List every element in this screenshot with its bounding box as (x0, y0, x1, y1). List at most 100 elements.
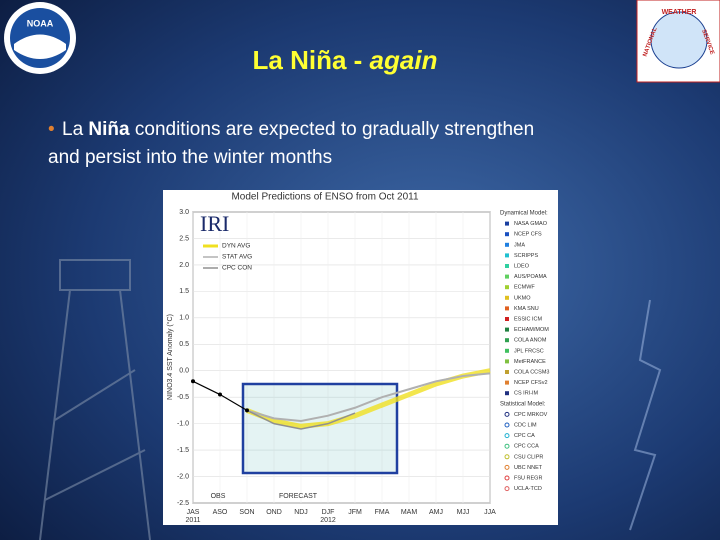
x-tick-label: JJA (484, 509, 496, 516)
legend-marker (505, 306, 509, 311)
tower (39, 259, 151, 541)
nws-logo: WEATHER NATIONAL SERVICE (636, 0, 720, 83)
bullet-line2: and persist into the winter months (48, 147, 332, 168)
legend-item: CSU CLIPR (514, 454, 543, 460)
legend-item: MetFRANCE (514, 359, 546, 365)
lightning (629, 299, 662, 531)
obs-point (245, 408, 249, 413)
x-tick-label: JAS (187, 509, 200, 516)
legend-marker (504, 411, 510, 417)
legend-label: STAT AVG (222, 254, 252, 261)
legend-item: CS IRI-IM (514, 391, 539, 397)
legend-label: DYN AVG (222, 243, 250, 250)
legend-item: CDC LIM (514, 422, 537, 428)
y-tick-label: -1.5 (177, 447, 189, 454)
legend-item: FSU REGR (514, 475, 542, 481)
legend-item: LDEO (514, 263, 530, 269)
legend-item: KMA SNU (514, 306, 539, 312)
bullet-bold: Niña (88, 119, 130, 140)
legend-item: ECMWF (514, 285, 535, 291)
legend-item: UCLA-TCD (514, 486, 542, 492)
legend-item: CPC CA (514, 433, 535, 439)
legend-item: UBC NNET (514, 465, 543, 471)
legend-item: SCRIPPS (514, 253, 538, 259)
legend-item: NCEP CFS (514, 232, 542, 238)
x-tick-label: SON (239, 509, 254, 516)
legend-item: ESSIC ICM (514, 316, 543, 322)
noaa-text: NOAA (27, 18, 54, 28)
legend-group-title: Dynamical Model: (500, 211, 548, 217)
legend-item: UKMO (514, 295, 531, 301)
legend-item: NCEP CFSv2 (514, 380, 548, 386)
x-tick-label: OND (266, 509, 282, 516)
x-tick-label: DJF (322, 509, 335, 516)
legend-marker (505, 391, 509, 396)
legend-marker (505, 221, 509, 226)
chart-title: Model Predictions of ENSO from Oct 2011 (231, 192, 419, 203)
legend-marker (505, 295, 509, 300)
chart: Model Predictions of ENSO from Oct 2011 3… (166, 192, 550, 524)
legend-item: JMA (514, 242, 525, 248)
legend-item: NASA GMAO (514, 221, 548, 227)
legend-marker (505, 348, 509, 353)
year-label: 2012 (320, 517, 336, 524)
legend-marker (505, 232, 509, 237)
legend-item: AUS/POAMA (514, 274, 547, 280)
legend-marker (505, 359, 509, 364)
y-tick-label: 1.5 (179, 288, 189, 295)
legend-marker (504, 422, 510, 428)
legend-marker (504, 433, 510, 439)
title-italic: again (370, 45, 438, 75)
highlight-box (241, 382, 399, 475)
y-tick-label: -2.0 (177, 473, 189, 480)
legend-label: CPC CON (222, 265, 252, 272)
legend-group-title: Statistical Model: (500, 401, 546, 407)
legend-marker (505, 242, 509, 247)
bullet-dot: • (48, 119, 55, 140)
legend-marker (505, 285, 509, 290)
legend-marker (505, 317, 509, 321)
y-tick-label: 1.0 (179, 315, 189, 322)
legend-marker (504, 464, 510, 470)
legend-marker (505, 338, 509, 343)
bullet-line1: La Niña conditions are expected to gradu… (62, 119, 534, 140)
y-tick-label: 0.0 (179, 368, 189, 375)
legend-item: CPC MRKOV (514, 412, 548, 418)
y-tick-label: 2.5 (179, 235, 189, 242)
series-line (246, 368, 491, 429)
legend-marker (505, 264, 509, 268)
legend-marker (504, 454, 510, 460)
series-line (246, 409, 356, 430)
year-label: 2011 (185, 517, 200, 524)
x-tick-label: MAM (401, 509, 418, 516)
bullet-text: La (62, 119, 88, 140)
x-tick-label: NDJ (294, 509, 308, 516)
y-tick-label: -0.5 (177, 394, 189, 401)
x-tick-label: MJJ (457, 509, 470, 516)
obs-point (191, 379, 195, 384)
legend-item: COLA CCSM3 (514, 369, 549, 375)
legend-marker (505, 253, 509, 258)
x-tick-label: JFM (348, 509, 362, 516)
y-tick-label: -1.0 (177, 420, 189, 427)
legend-marker (505, 380, 509, 385)
badge: IRI (200, 211, 229, 236)
y-tick-label: 0.5 (179, 341, 189, 348)
legend-marker (505, 370, 509, 374)
legend-item: JPL FRCSC (514, 348, 544, 354)
slide-title: La Niña - again (253, 45, 438, 75)
legend-item: ECHAM/MOM (514, 327, 549, 333)
y-tick-label: -2.5 (177, 500, 189, 507)
legend-marker (505, 327, 509, 332)
forecast-label: FORECAST (279, 493, 318, 500)
legend-item: CPC CCA (514, 444, 539, 450)
obs-point (218, 392, 222, 397)
legend-item: COLA ANOM (514, 338, 547, 344)
x-tick-label: FMA (375, 509, 390, 516)
y-tick-label: 3.0 (179, 209, 189, 216)
x-tick-label: ASO (213, 509, 228, 516)
noaa-logo: NOAA (4, 2, 76, 74)
y-axis-label: NINO3.4 SST Anomaly (°C) (166, 314, 174, 400)
bullet-text: conditions are expected to gradually str… (130, 119, 535, 140)
